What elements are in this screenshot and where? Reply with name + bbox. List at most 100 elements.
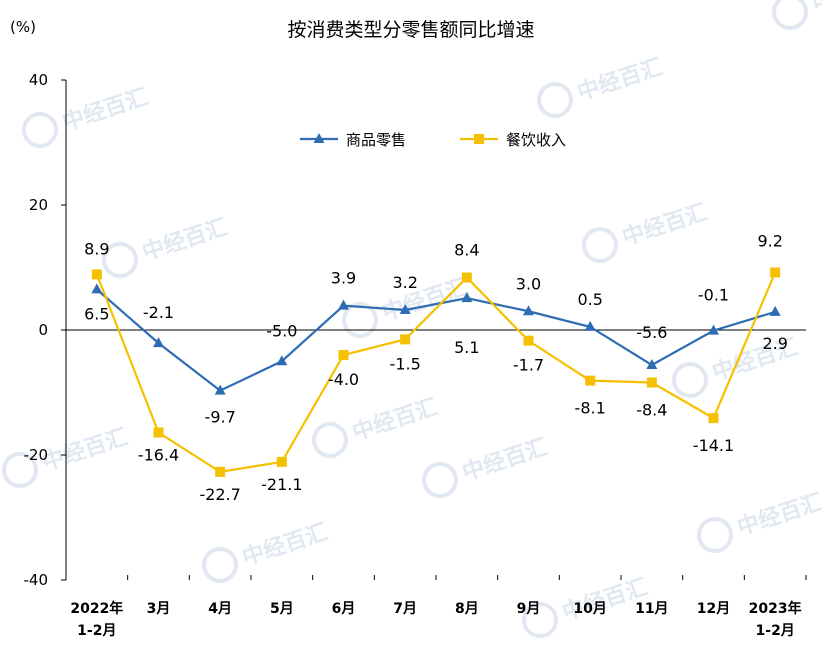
series-line-0 xyxy=(96,288,776,392)
legend-label-0: 商品零售 xyxy=(346,131,406,149)
y-unit-label: (%) xyxy=(10,18,36,36)
data-label: 2.9 xyxy=(762,334,787,353)
watermark-logo-icon xyxy=(22,112,58,148)
triangle-marker xyxy=(153,337,164,348)
y-tick-label: 40 xyxy=(29,71,48,89)
square-marker xyxy=(523,335,534,346)
data-label: 6.5 xyxy=(84,304,109,323)
data-label: -16.4 xyxy=(138,446,179,465)
square-marker xyxy=(338,350,349,360)
watermark-text: 中经百汇 xyxy=(59,84,151,136)
square-marker xyxy=(770,267,781,278)
data-label: 3.0 xyxy=(516,274,541,293)
data-label: 5.1 xyxy=(454,338,479,357)
square-marker xyxy=(585,375,596,386)
legend-triangle-marker xyxy=(313,133,325,143)
watermark-logo-icon xyxy=(312,422,348,458)
watermark-logo-icon xyxy=(422,462,458,498)
triangle-marker xyxy=(646,359,658,369)
data-label: -1.5 xyxy=(390,354,421,373)
y-tick-label: 20 xyxy=(29,196,48,214)
data-label: -5.0 xyxy=(266,321,297,340)
data-label: 9.2 xyxy=(757,232,782,251)
chart-title: 按消费类型分零售额同比增速 xyxy=(287,19,534,41)
watermark-text: 中经百汇 xyxy=(619,199,711,251)
triangle-marker xyxy=(214,384,226,395)
x-tick-label: 8月 xyxy=(455,601,479,617)
data-label: -22.7 xyxy=(199,485,240,504)
watermark-logo-icon xyxy=(537,82,573,118)
data-label: 0.5 xyxy=(577,290,602,309)
watermark-logo-icon xyxy=(672,362,708,398)
x-tick-label: 2023年 xyxy=(749,600,802,617)
data-label: 8.4 xyxy=(454,241,479,260)
square-marker xyxy=(153,427,164,438)
watermark-text: 中经百汇 xyxy=(809,0,822,18)
data-label: -8.1 xyxy=(575,399,606,418)
watermark-10: 中经百汇 xyxy=(697,489,822,553)
legend: 商品零售 餐饮收入 xyxy=(300,131,566,149)
triangle-marker xyxy=(276,355,288,366)
data-label: -21.1 xyxy=(261,475,302,494)
watermark-6: 中经百汇 xyxy=(312,394,441,458)
watermark-text: 中经百汇 xyxy=(39,424,131,476)
triangle-marker xyxy=(338,299,349,310)
watermark-1: 中经百汇 xyxy=(537,54,666,118)
square-marker xyxy=(91,269,102,280)
watermark-logo-icon xyxy=(342,302,378,338)
triangle-marker xyxy=(769,305,781,316)
triangle-marker xyxy=(523,305,534,316)
data-label: -2.1 xyxy=(143,303,174,322)
watermark-logo-icon xyxy=(522,602,558,638)
watermark-0: 中经百汇 xyxy=(22,84,151,148)
x-tick-label: 5月 xyxy=(270,601,294,617)
x-tick-label: 6月 xyxy=(332,601,356,617)
triangle-marker xyxy=(461,292,473,303)
watermark-3: 中经百汇 xyxy=(102,214,231,278)
watermark-8: 中经百汇 xyxy=(422,434,551,498)
x-tick-label: 12月 xyxy=(697,601,730,617)
x-tick-label: 1-2月 xyxy=(756,623,795,639)
watermark-text: 中经百汇 xyxy=(574,54,666,106)
data-label: -1.7 xyxy=(513,356,544,375)
watermark-text: 中经百汇 xyxy=(459,434,551,486)
legend-square-marker xyxy=(474,134,484,144)
triangle-marker xyxy=(91,283,103,294)
watermark-text: 中经百汇 xyxy=(559,574,651,626)
x-tick-label: 11月 xyxy=(635,601,668,617)
data-labels: 6.5 -2.1 -9.7 -5.0 3.9 3.2 5.1 3.0 0.5 -5.6 -0.1 2.… xyxy=(84,232,788,504)
watermark-logo-icon xyxy=(582,227,618,263)
y-tick-label: 0 xyxy=(38,321,48,339)
x-tick-label: 9月 xyxy=(517,601,541,617)
data-label: 3.2 xyxy=(392,273,417,292)
series-line-1 xyxy=(95,272,777,474)
data-label: -5.6 xyxy=(636,323,667,342)
watermark-logo-icon xyxy=(2,452,38,488)
square-marker xyxy=(215,466,226,477)
triangle-marker xyxy=(584,320,596,331)
x-tick-label: 4月 xyxy=(208,601,232,617)
data-label: -9.7 xyxy=(205,408,236,427)
triangle-marker xyxy=(399,304,411,314)
square-marker xyxy=(400,334,411,345)
square-marker xyxy=(461,272,472,283)
x-tick-label: 1-2月 xyxy=(77,623,116,639)
watermark-text: 中经百汇 xyxy=(349,394,441,446)
y-tick-label: -20 xyxy=(24,446,49,464)
data-label: 3.9 xyxy=(331,269,356,288)
watermark-text: 中经百汇 xyxy=(239,519,331,571)
axes: 40 20 0 -20 -40 2022年 1-2月 3月 4月 5月 6月 7月 8月 9月 10月 11月… xyxy=(24,71,807,639)
square-marker xyxy=(276,456,287,467)
watermark-text: 中经百汇 xyxy=(139,214,231,266)
data-label: -0.1 xyxy=(698,286,729,305)
series-layer xyxy=(91,267,781,477)
y-tick-label: -40 xyxy=(24,571,49,589)
data-label: -4.0 xyxy=(328,370,359,389)
watermark-4: 中经百汇 xyxy=(582,199,711,263)
legend-label-1: 餐饮收入 xyxy=(506,131,566,149)
watermark-logo-icon xyxy=(772,0,808,30)
x-tick-label: 2022年 xyxy=(70,600,123,617)
watermark-logo-icon xyxy=(202,547,238,583)
